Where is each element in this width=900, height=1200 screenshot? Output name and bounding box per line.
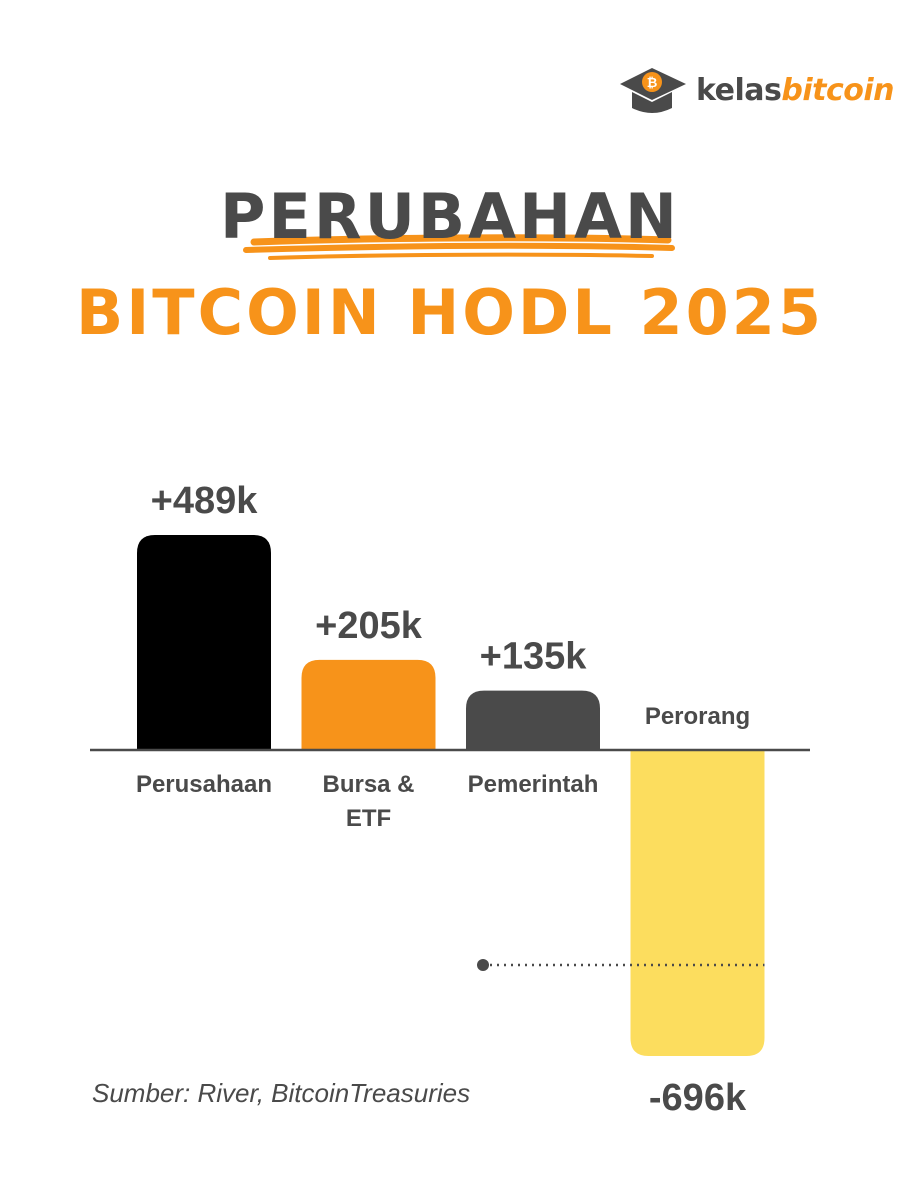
category-label-perusahaan: Perusahaan: [136, 771, 272, 798]
brand-name-part2: bitcoin: [781, 73, 895, 108]
bar-perorang: [630, 750, 765, 1057]
brand-name: kelasbitcoin: [696, 73, 895, 108]
page-title-line1: PERUBAHAN: [220, 180, 680, 253]
data-label-bursa-etf: +205k: [315, 605, 423, 647]
svg-text:₿: ₿: [647, 75, 658, 90]
source-note: Sumber: River, BitcoinTreasuries: [92, 1078, 471, 1108]
title-underline-brush: [243, 234, 675, 260]
graduation-cap-bitcoin-icon: ₿: [620, 68, 686, 113]
data-label-pemerintah: +135k: [480, 636, 588, 678]
category-label-line: Bursa &: [322, 771, 414, 798]
category-label-bursa-etf: Bursa & ETF: [322, 771, 414, 832]
brand-name-part1: kelas: [696, 73, 782, 108]
category-label-line: ETF: [346, 805, 391, 832]
category-label-perorang: Perorang: [645, 703, 750, 730]
bar-perusahaan: [137, 535, 271, 750]
bar-bursa-etf: [301, 659, 436, 750]
category-label-line: Perusahaan: [136, 771, 272, 798]
page-title-line2: BITCOIN HODL 2025: [75, 276, 825, 349]
category-label-line: Perorang: [645, 703, 750, 730]
category-label-line: Pemerintah: [468, 771, 599, 798]
data-label-perusahaan: +489k: [151, 480, 259, 522]
bar-pemerintah: [466, 690, 600, 750]
data-label-perorang: -696k: [649, 1077, 747, 1119]
reference-dot: [477, 959, 489, 971]
brand-logo: ₿ kelasbitcoin: [616, 60, 895, 120]
category-label-pemerintah: Pemerintah: [468, 771, 599, 798]
